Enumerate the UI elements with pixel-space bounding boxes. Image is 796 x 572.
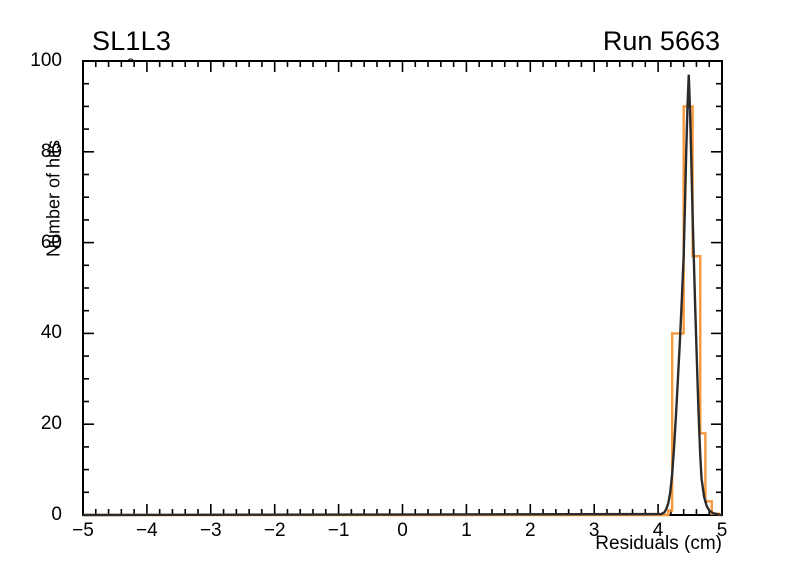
x-axis-title: Residuals (cm) — [595, 533, 722, 554]
x-tick-label: 3 — [588, 520, 600, 541]
x-tick-label: −2 — [263, 520, 286, 541]
y-tick-label: 20 — [40, 413, 62, 435]
x-tick-label: 5 — [716, 520, 728, 541]
series-coarse-histogram — [83, 105, 722, 517]
run-label: Run 5663 — [602, 26, 720, 56]
x-tick-label: −3 — [199, 520, 222, 541]
y-tick-label: 80 — [40, 140, 62, 162]
plot-frame — [82, 60, 723, 516]
y-tick-label: 40 — [40, 322, 62, 344]
y-tick-label: 100 — [30, 50, 62, 71]
x-tick-label: −5 — [72, 520, 94, 541]
axis-ticks — [82, 60, 723, 516]
x-tick-label: 4 — [652, 520, 664, 541]
x-tick-label: 1 — [461, 520, 472, 541]
x-tick-label: −1 — [327, 520, 350, 541]
x-tick-label: 0 — [397, 520, 408, 541]
x-tick-label: −4 — [136, 520, 158, 541]
y-tick-label: 0 — [51, 504, 62, 525]
y-tick-label: 60 — [40, 231, 62, 253]
x-tick-label: 2 — [525, 520, 536, 541]
page-title: SL1L3 — [92, 26, 172, 56]
series-fine-histogram — [82, 74, 723, 517]
